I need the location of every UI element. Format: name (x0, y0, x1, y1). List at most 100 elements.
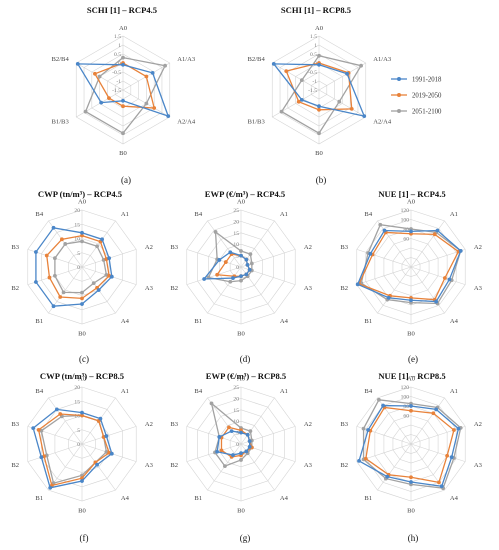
data-point (59, 237, 64, 242)
data-point (245, 262, 250, 267)
tick-label: -1.5 (308, 88, 317, 94)
data-point (61, 290, 66, 295)
axis-spoke (186, 266, 242, 285)
axis-label: A2 (304, 421, 312, 428)
data-point (63, 242, 68, 246)
data-point (317, 131, 321, 136)
data-point (97, 74, 102, 79)
axis-label: A3 (145, 462, 154, 469)
axis-label: A0 (119, 25, 128, 32)
data-point (239, 430, 243, 435)
data-point (247, 439, 252, 444)
panel-label: (d) (240, 354, 251, 364)
data-point (382, 228, 387, 233)
data-point (83, 109, 88, 114)
data-point (104, 434, 109, 438)
data-point (363, 456, 368, 461)
series-1991-2018 (215, 429, 252, 457)
axis-label: B3 (340, 421, 348, 428)
axis-label: A2/A4 (373, 119, 392, 126)
axis-spoke (186, 426, 242, 445)
tick-label: 20 (74, 385, 80, 391)
legend-label: 2019-2050 (412, 93, 442, 100)
data-point (284, 69, 289, 73)
data-point (80, 233, 84, 238)
data-point (458, 248, 463, 253)
tick-label: 1 (314, 43, 317, 49)
axis-label: A0 (315, 25, 324, 32)
data-point (47, 275, 52, 280)
data-point (345, 71, 349, 76)
axis-spoke (410, 443, 466, 462)
chart-title: SCHI [1] – RCP4.5 (87, 5, 157, 15)
axis-spoke (186, 249, 242, 268)
axis-label: A3 (474, 285, 483, 292)
tick-label: 100 (401, 218, 410, 224)
data-point (361, 426, 366, 431)
data-point (244, 257, 249, 262)
radar-chart-f: CWP (tn/m³) – RCP8.5 0 5 10 15 20 A0 A1 A2 A3 A4 B0… (11, 371, 153, 543)
data-point (317, 62, 321, 67)
panel-label: (a) (121, 175, 131, 185)
data-point (144, 101, 149, 106)
data-point (95, 244, 99, 249)
axis-label: B0 (315, 150, 323, 157)
legend-item: 2051-2100 (391, 109, 442, 116)
data-point (223, 464, 227, 469)
axis-label: A1/A3 (177, 56, 196, 63)
axis-spoke (318, 62, 366, 91)
legend: 1991-2018 2019-2050 2051-2100 (391, 77, 442, 116)
series-line (365, 406, 455, 484)
axis-spoke (356, 266, 412, 285)
radar-chart-c: CWP (tn/m³) – RCP4.5 0 5 10 15 20 A0 A1 A2 A3 A4 B0… (11, 189, 153, 364)
radar-chart-d: EWP (€/m³) – RCP4.5 0 5 10 15 20 25 A0 A1 A2 A3 A4 B… (170, 189, 312, 364)
data-point (231, 453, 235, 457)
data-point (144, 74, 149, 79)
axis-label: B1 (194, 318, 202, 325)
axis-label: A4 (450, 318, 459, 325)
data-point (299, 78, 304, 82)
data-point (456, 426, 461, 431)
series-1991-2018 (357, 403, 461, 489)
data-point (239, 458, 243, 462)
axis-label: B3 (170, 421, 178, 428)
axis-spoke (377, 220, 412, 268)
axis-label: A4 (121, 495, 130, 502)
axis-label: B0 (407, 331, 415, 338)
data-point (409, 475, 413, 480)
axis-label: B1/B3 (52, 119, 70, 126)
chart-title: SCHI [1] – RCP8.5 (281, 5, 351, 15)
data-point (150, 71, 155, 75)
axis-spoke (81, 443, 116, 491)
radar-chart-g: EWP (€/m³) – RCP8.5 0 5 10 15 20 25 A0 A1 A2 A3 A4 B… (170, 371, 312, 543)
data-point (52, 256, 57, 261)
data-point (52, 273, 57, 278)
data-point (239, 278, 243, 283)
data-point (317, 104, 321, 109)
tick-label: 15 (74, 399, 80, 405)
axis-spoke (410, 266, 466, 285)
tick-label: 120 (401, 385, 410, 391)
axis-label: B2 (170, 462, 178, 469)
series-2019-2050 (44, 233, 112, 301)
data-point (54, 407, 59, 412)
series-line (40, 414, 108, 485)
data-point (121, 98, 125, 103)
series-1991-2018 (34, 225, 114, 309)
panel-label: (c) (79, 354, 89, 364)
tick-label: 100 (401, 395, 410, 401)
axis-spoke (410, 249, 466, 268)
tick-label: 0 (236, 265, 239, 271)
data-point (442, 276, 447, 280)
data-point (121, 55, 125, 60)
axis-spoke (48, 397, 83, 445)
data-point (107, 256, 112, 261)
axis-label: B0 (237, 331, 245, 338)
axis-spoke (27, 443, 83, 462)
axis-label: B3 (170, 244, 178, 251)
data-point (51, 304, 56, 309)
axis-spoke (81, 426, 137, 445)
panel-label: (g) (240, 533, 251, 543)
axis-spoke (410, 220, 445, 268)
